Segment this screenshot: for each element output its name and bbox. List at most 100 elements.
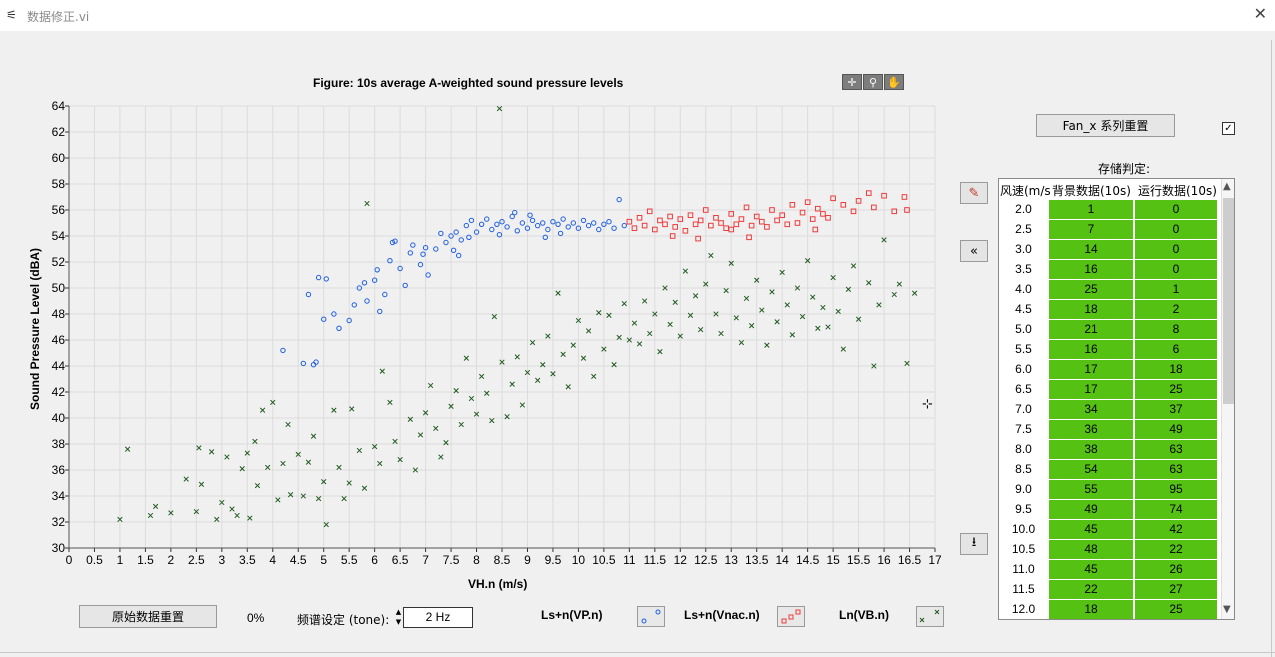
data-point [820, 304, 826, 311]
progress-percent: 0% [247, 611, 265, 625]
cell-running-count: 49 [1135, 420, 1217, 439]
x-tick-label: 12 [674, 553, 688, 567]
table-row[interactable]: 8.5 54 63 [999, 460, 1221, 480]
scatter-plot[interactable]: 0 0.5 1 1.5 2 2.5 3 3.5 4 4.5 5 5.5 6 6.5 7 7.5 8 8.5 9 9.5… [0, 95, 990, 575]
freq-spinner[interactable]: ▲ ▼ [394, 607, 403, 628]
table-row[interactable]: 12.0 18 25 [999, 600, 1221, 619]
data-point [534, 222, 541, 229]
data-point [748, 323, 755, 329]
data-point [491, 313, 498, 320]
data-point [881, 192, 887, 199]
data-point [799, 209, 806, 216]
data-point [407, 416, 413, 422]
data-point [759, 307, 765, 313]
spin-up-icon[interactable]: ▲ [395, 608, 402, 616]
download-button[interactable]: ⭳ [960, 533, 988, 555]
reset-fan-series-button[interactable]: Fan_x 系列重置 [1036, 114, 1175, 137]
data-point [239, 466, 245, 472]
table-row[interactable]: 11.0 45 26 [999, 560, 1221, 580]
table-row[interactable]: 3.0 14 0 [999, 240, 1221, 260]
data-point [825, 324, 831, 330]
close-icon[interactable]: ✕ [1253, 4, 1267, 23]
data-point [657, 217, 663, 224]
data-point [524, 369, 531, 376]
cell-background-count: 34 [1049, 400, 1133, 419]
data-point [896, 281, 902, 287]
data-point [845, 286, 852, 292]
table-row[interactable]: 10.0 45 42 [999, 520, 1221, 540]
data-point [229, 506, 235, 512]
table-row[interactable]: 7.5 36 49 [999, 420, 1221, 440]
eraser-button[interactable]: ✎ [960, 182, 988, 204]
x-tick-label: 17 [928, 553, 942, 567]
data-point [738, 339, 745, 346]
data-point [631, 225, 638, 231]
table-row[interactable]: 9.5 49 74 [999, 500, 1221, 520]
data-point [456, 252, 462, 259]
table-row[interactable]: 3.5 16 0 [999, 260, 1221, 280]
cell-running-count: 0 [1135, 200, 1217, 219]
data-point [183, 476, 189, 482]
scroll-up-icon[interactable]: ▲ [1223, 181, 1231, 192]
data-point [580, 355, 587, 361]
data-point [527, 212, 533, 218]
data-point [743, 204, 750, 211]
table-row[interactable]: 7.0 34 37 [999, 400, 1221, 420]
data-point [662, 221, 668, 228]
cursor-move-icon[interactable]: ✛ [842, 74, 862, 90]
data-point [382, 291, 388, 298]
table-row[interactable]: 8.0 38 63 [999, 440, 1221, 460]
table-row[interactable]: 10.5 48 22 [999, 540, 1221, 560]
x-tick-label: 7 [422, 553, 429, 567]
table-row[interactable]: 11.5 22 27 [999, 580, 1221, 600]
table-row[interactable]: 5.5 16 6 [999, 340, 1221, 360]
data-point [662, 285, 668, 291]
labview-vi-icon: ⚟ [6, 8, 17, 22]
data-point [433, 246, 439, 252]
legend-swatch-vb[interactable] [916, 606, 944, 627]
table-row[interactable]: 5.0 21 8 [999, 320, 1221, 340]
data-point [555, 290, 561, 296]
table-row[interactable]: 4.5 18 2 [999, 300, 1221, 320]
legend-swatch-vnac[interactable] [777, 606, 805, 627]
data-point [484, 216, 490, 222]
data-point [636, 215, 643, 221]
table-row[interactable]: 4.0 25 1 [999, 280, 1221, 300]
enable-checkbox[interactable]: ✓ [1222, 122, 1235, 135]
scroll-down-icon[interactable]: ▼ [1223, 604, 1231, 615]
data-point [557, 230, 564, 237]
data-point [580, 217, 587, 224]
data-point [198, 481, 205, 487]
data-point [463, 355, 469, 361]
data-point [542, 234, 548, 241]
table-row[interactable]: 2.5 7 0 [999, 220, 1221, 240]
y-tick-label: 32 [52, 515, 66, 529]
data-point [361, 280, 368, 286]
table-row[interactable]: 6.5 17 25 [999, 380, 1221, 400]
reset-raw-data-button[interactable]: 原始数据重置 [79, 605, 217, 628]
table-scrollbar[interactable]: ▲ ▼ [1221, 179, 1234, 619]
table-row[interactable]: 2.0 1 0 [999, 200, 1221, 220]
zoom-icon[interactable]: ⚲ [863, 74, 883, 90]
spin-down-icon[interactable]: ▼ [395, 618, 402, 626]
freq-input[interactable]: 2 Hz [403, 607, 473, 628]
table-row[interactable]: 9.0 55 95 [999, 480, 1221, 500]
storage-table[interactable]: 风速(m/s 背景数据(10s) 运行数据(10s) 2.0 1 0 2.5 7 0 3.0… [998, 178, 1235, 620]
data-point [601, 221, 607, 228]
pan-hand-icon[interactable]: ✋ [884, 74, 904, 90]
data-point [590, 220, 597, 226]
data-point [677, 216, 684, 222]
data-point [448, 233, 454, 239]
data-point [351, 302, 357, 308]
rewind-button[interactable]: « [960, 240, 988, 262]
table-row[interactable]: 6.0 17 18 [999, 360, 1221, 380]
data-point [830, 195, 836, 202]
cell-running-count: 8 [1135, 320, 1217, 339]
scroll-thumb[interactable] [1223, 198, 1234, 404]
cell-wind-speed: 2.0 [1015, 202, 1032, 216]
data-point [804, 199, 811, 206]
x-tick-label: 2.5 [188, 553, 205, 567]
cell-background-count: 22 [1049, 580, 1133, 599]
legend-swatch-vp[interactable] [637, 606, 665, 627]
download-icon: ⭳ [971, 535, 977, 550]
